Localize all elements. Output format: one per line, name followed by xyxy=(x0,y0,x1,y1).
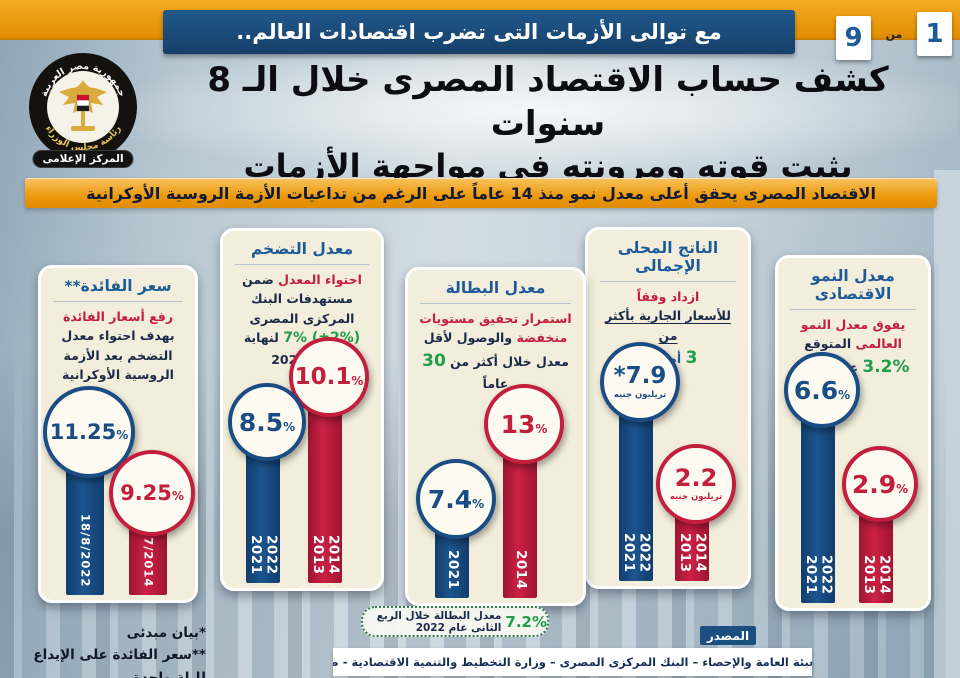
footnotes: *بيان مبدئى **سعر الفائدة على الإيداع لل… xyxy=(6,622,206,678)
value-bubble-gdp-2022: *7.9 تريليون جنيه xyxy=(600,342,680,422)
bubble-unit-label: تريليون جنيه xyxy=(613,389,667,400)
logo-ribbon-label: المركز الإعلامى xyxy=(32,150,134,168)
value-bubble-gdp-2014: 2.2 تريليون جنيه xyxy=(656,444,736,524)
page-indicator: 9 من 1 xyxy=(836,8,952,60)
top-banner: مع توالى الأزمات التى تضرب اقتصادات العا… xyxy=(163,10,795,54)
desc-text: ضمن مستهدفات البنك المركزى المصرى xyxy=(242,272,355,326)
desc-number: 3 xyxy=(685,348,698,369)
subtitle-text: الاقتصاد المصرى يحقق أعلى معدل نمو منذ 1… xyxy=(86,183,876,203)
top-banner-text: مع توالى الأزمات التى تضرب اقتصادات العا… xyxy=(236,20,722,44)
page-title-line1: كشف حساب الاقتصاد المصرى خلال الـ 8 سنوا… xyxy=(207,60,889,145)
unemployment-q2-note: 7.2% معدل البطالة خلال الربع الثانى عام … xyxy=(361,606,549,637)
source-text: الجهاز المركزى للتعبئة العامة والإحصاء –… xyxy=(333,655,812,669)
desc-highlight: استمرار تحقيق مستويات منخفضة xyxy=(419,311,572,346)
card-unemployment: معدل البطالة استمرار تحقيق مستويات منخفض… xyxy=(405,267,586,606)
card-interest-rate: سعر الفائدة** رفع أسعار الفائدة بهدف احت… xyxy=(38,265,198,603)
value-bubble-inflation-2022: 8.5% xyxy=(228,383,306,461)
value-bubble-growth-2022: 6.6% xyxy=(784,352,860,428)
bar-year-label: 2021 2022 xyxy=(621,533,653,573)
note-text: معدل البطالة خلال الربع الثانى عام 2022 xyxy=(376,609,502,634)
page-total-card: 9 xyxy=(836,16,871,60)
page-current: 1 xyxy=(925,19,944,49)
bar-year-label: 2013 2014 xyxy=(310,535,342,575)
card-description: رفع أسعار الفائدة بهدف احتواء معدل التضخ… xyxy=(49,307,187,385)
bar-year-label: 2014 xyxy=(512,550,529,590)
logo-emblem: جمهورية مصر العربية رئاسة مجلس الوزراء xyxy=(29,53,137,161)
desc-highlight: احتواء المعدل xyxy=(278,272,362,287)
card-title: الناتج المحلى الإجمالى xyxy=(617,239,719,275)
card-growth-rate: معدل النمو الاقتصادى يفوق معدل النمو الع… xyxy=(775,255,931,611)
card-description: استمرار تحقيق مستويات منخفضة والوصول لأق… xyxy=(416,309,575,393)
bubble-unit-label: تريليون جنيه xyxy=(669,492,723,502)
value-bubble-unemployment-2014: 13% xyxy=(484,384,564,464)
divider xyxy=(600,281,736,282)
source-bar: الجهاز المركزى للتعبئة العامة والإحصاء –… xyxy=(333,648,812,676)
desc-number: 30 xyxy=(422,350,446,371)
footnote-deposit-rate: **سعر الفائدة على الإيداع لليلة واحدة xyxy=(33,647,206,678)
page-total: 9 xyxy=(844,23,863,53)
desc-highlight: ازداد وفقاً xyxy=(636,289,700,304)
desc-text: بهدف احتواء معدل التضخم بعد الأزمة الروس… xyxy=(61,328,175,383)
value-bubble-growth-2014: 2.9% xyxy=(842,446,918,522)
background-right-strip xyxy=(934,170,960,678)
value-bubble-inflation-2014: 10.1% xyxy=(289,337,369,417)
divider xyxy=(235,264,369,265)
page-current-card: 1 xyxy=(917,12,952,56)
bar-date-label: 18/8/2022 xyxy=(78,513,93,587)
desc-number: 3.2% xyxy=(862,356,910,377)
bar-year-label: 2013 2014 xyxy=(677,533,709,573)
desc-highlight: يفوق معدل النمو العالمى xyxy=(800,317,906,352)
desc-highlight: رفع أسعار الفائدة xyxy=(62,309,174,324)
card-title: سعر الفائدة** xyxy=(64,277,172,295)
value-bubble-interest-2014: 9.25% xyxy=(109,450,195,536)
page-separator: من xyxy=(885,27,903,41)
background-glow xyxy=(130,50,958,172)
divider xyxy=(420,303,571,304)
government-logo: جمهورية مصر العربية رئاسة مجلس الوزراء ا… xyxy=(26,50,140,168)
card-inflation: معدل التضخم احتواء المعدل ضمن مستهدفات ا… xyxy=(220,228,384,591)
bar-year-label: 2021 2022 xyxy=(248,535,280,575)
source-label: المصدر xyxy=(700,626,756,645)
footnote-preliminary: *بيان مبدئى xyxy=(126,625,206,641)
bar-year-label: 2021 xyxy=(444,550,461,590)
card-title: معدل التضخم xyxy=(250,240,354,258)
card-gdp: الناتج المحلى الإجمالى ازداد وفقاً للأسع… xyxy=(585,227,751,589)
divider xyxy=(790,309,916,310)
bar-year-label: 2021 2022 xyxy=(803,555,835,595)
subtitle-banner: الاقتصاد المصرى يحقق أعلى معدل نمو منذ 1… xyxy=(25,178,937,208)
desc-text: والوصول لأقل معدل خلال أكثر من xyxy=(423,330,569,369)
divider xyxy=(53,301,183,302)
bar-year-label: 2013 2014 xyxy=(861,555,893,595)
card-title: معدل البطالة xyxy=(445,279,546,297)
page-title: كشف حساب الاقتصاد المصرى خلال الـ 8 سنوا… xyxy=(145,58,951,188)
card-title: معدل النمو الاقتصادى xyxy=(811,267,895,303)
note-value: 7.2% xyxy=(505,612,547,631)
desc-tail: عاماً xyxy=(482,376,509,392)
desc-text: المتوقع xyxy=(804,336,852,352)
desc-text: للأسعار الجارية بأكثر من xyxy=(605,308,731,343)
value-bubble-unemployment-2021: 7.4% xyxy=(416,459,496,539)
